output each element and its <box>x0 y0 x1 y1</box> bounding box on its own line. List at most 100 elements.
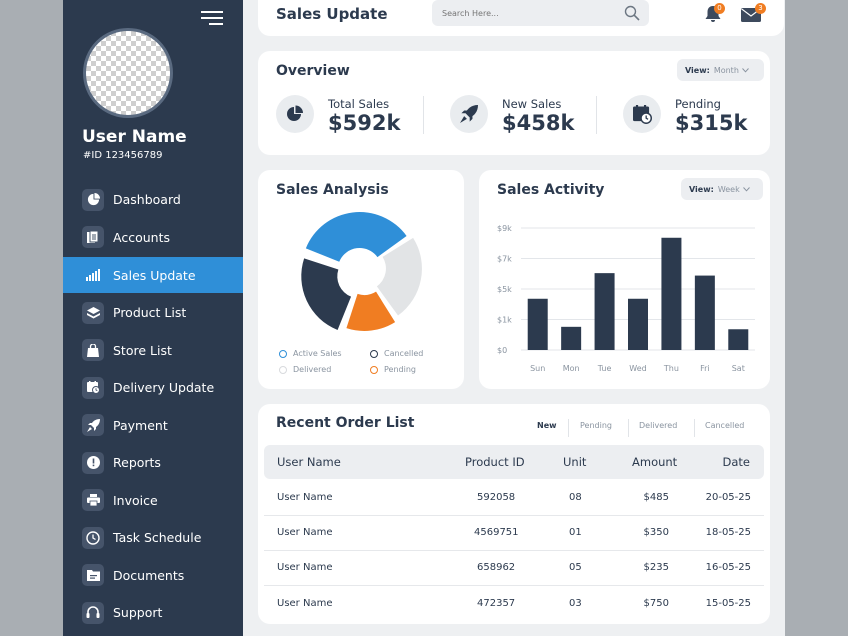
sidebar-item-dashboard[interactable]: Dashboard <box>63 181 243 219</box>
bar-sat[interactable] <box>728 329 749 350</box>
column-header[interactable]: User Name <box>277 455 341 469</box>
alert-icon <box>82 451 104 474</box>
clock-icon <box>82 526 104 549</box>
pie-slice-pending[interactable] <box>346 291 396 331</box>
sidebar-item-payment[interactable]: Payment <box>63 407 243 445</box>
overview-title: Overview <box>276 63 350 79</box>
x-tick-label: Thu <box>663 364 679 373</box>
bar-tue[interactable] <box>594 273 615 350</box>
tab-divider <box>628 419 629 437</box>
sales-activity-title: Sales Activity <box>497 182 605 198</box>
user-name: User Name <box>82 127 187 147</box>
table-row[interactable]: User Name 4569751 01 $350 18-05-25 <box>264 516 764 551</box>
tab-pending[interactable]: Pending <box>580 421 612 430</box>
bar-mon[interactable] <box>561 326 582 350</box>
pie-slice-active-sales[interactable] <box>305 212 407 262</box>
table-row[interactable]: User Name 658962 05 $235 16-05-25 <box>264 551 764 586</box>
menu-icon[interactable] <box>201 10 223 26</box>
column-header[interactable]: Unit <box>563 455 587 469</box>
legend-item: Delivered <box>279 365 331 374</box>
sidebar-item-reports[interactable]: Reports <box>63 444 243 482</box>
cell-product-id: 592058 <box>477 492 516 503</box>
legend-item: Pending <box>370 365 416 374</box>
tab-delivered[interactable]: Delivered <box>639 421 678 430</box>
view-label: View: <box>685 65 710 75</box>
cell-date: 16-05-25 <box>705 562 751 573</box>
sidebar-item-support[interactable]: Support <box>63 594 243 632</box>
recent-orders-title: Recent Order List <box>276 415 415 431</box>
divider <box>596 96 597 134</box>
chevron-down-icon <box>742 186 750 192</box>
bar-wed[interactable] <box>628 298 648 350</box>
activity-view-select[interactable]: View: Week <box>681 178 763 200</box>
sidebar: User Name #ID 123456789 Dashboard Accoun… <box>63 0 243 636</box>
cell-date: 20-05-25 <box>705 492 751 503</box>
messages-button[interactable]: 3 <box>741 3 766 22</box>
stat-label: New Sales <box>502 97 562 111</box>
pie-slice-cancelled[interactable] <box>301 258 352 331</box>
cell-date: 15-05-25 <box>705 598 751 609</box>
cell-unit: 08 <box>569 492 582 503</box>
tab-divider <box>568 419 569 437</box>
tab-new[interactable]: New <box>537 421 557 430</box>
tab-cancelled[interactable]: Cancelled <box>705 421 745 430</box>
sales-analysis-card: Sales Analysis Active Sales Cancelled De… <box>258 170 464 389</box>
sidebar-item-store-list[interactable]: Store List <box>63 332 243 370</box>
sidebar-item-label: Dashboard <box>113 192 181 208</box>
search-icon[interactable] <box>624 5 640 21</box>
sidebar-item-task-schedule[interactable]: Task Schedule <box>63 519 243 557</box>
x-tick-label: Tue <box>597 364 612 373</box>
user-id: #ID 123456789 <box>83 150 163 161</box>
sidebar-item-label: Sales Update <box>113 267 196 283</box>
legend-item: Active Sales <box>279 349 342 358</box>
cell-product-id: 472357 <box>477 598 516 609</box>
pie-chart-icon <box>82 188 104 211</box>
stat-value: $458k <box>502 111 575 135</box>
column-header[interactable]: Date <box>722 455 751 469</box>
cell-date: 18-05-25 <box>705 527 751 538</box>
notifications-button[interactable]: 0 <box>704 3 725 23</box>
avatar[interactable] <box>83 28 173 118</box>
cell-unit: 03 <box>569 598 582 609</box>
calendar-clock-icon <box>82 376 104 399</box>
x-tick-label: Mon <box>563 364 580 373</box>
y-tick-label: $0 <box>497 346 507 355</box>
bar-sun[interactable] <box>527 298 548 350</box>
sidebar-item-sales-update[interactable]: Sales Update <box>63 257 243 293</box>
sidebar-item-label: Store List <box>113 342 172 358</box>
sidebar-item-label: Product List <box>113 305 187 321</box>
sales-activity-chart: $0 $1k $5k $7k $9k Sun Mon Tue Wed Thu Fri Sat <box>497 224 755 373</box>
sidebar-item-documents[interactable]: Documents <box>63 557 243 595</box>
table-row[interactable]: User Name 472357 03 $750 15-05-25 <box>264 587 764 622</box>
legend-label: Pending <box>384 365 416 374</box>
bar-thu[interactable] <box>661 237 682 350</box>
sidebar-item-delivery-update[interactable]: Delivery Update <box>63 369 243 407</box>
sidebar-item-invoice[interactable]: Invoice <box>63 482 243 520</box>
cell-user-name: User Name <box>277 562 333 573</box>
y-tick-label: $1k <box>497 316 512 325</box>
overview-view-select[interactable]: View: Month <box>677 59 764 81</box>
search-box <box>432 0 649 26</box>
stat-value: $592k <box>328 111 401 135</box>
column-header[interactable]: Product ID <box>465 455 525 469</box>
bar-chart-icon <box>82 264 104 286</box>
shopping-bag-icon <box>82 339 104 362</box>
view-label: View: <box>689 184 714 194</box>
search-input[interactable] <box>432 0 602 26</box>
column-header[interactable]: Amount <box>632 455 678 469</box>
divider <box>423 96 424 134</box>
cell-unit: 05 <box>569 562 582 573</box>
sidebar-item-accounts[interactable]: Accounts <box>63 219 243 257</box>
notification-badge: 0 <box>714 3 725 14</box>
sidebar-item-product-list[interactable]: Product List <box>63 294 243 332</box>
rocket-icon <box>450 95 488 133</box>
rocket-icon <box>82 414 104 437</box>
table-row[interactable]: User Name 592058 08 $485 20-05-25 <box>264 481 764 516</box>
cell-amount: $485 <box>643 492 669 503</box>
layers-icon <box>82 301 104 324</box>
sidebar-item-label: Reports <box>113 455 161 471</box>
page-title: Sales Update <box>276 5 388 23</box>
pie-slice-delivered[interactable] <box>376 237 422 316</box>
view-value: Month <box>713 65 739 75</box>
bar-fri[interactable] <box>694 275 715 350</box>
